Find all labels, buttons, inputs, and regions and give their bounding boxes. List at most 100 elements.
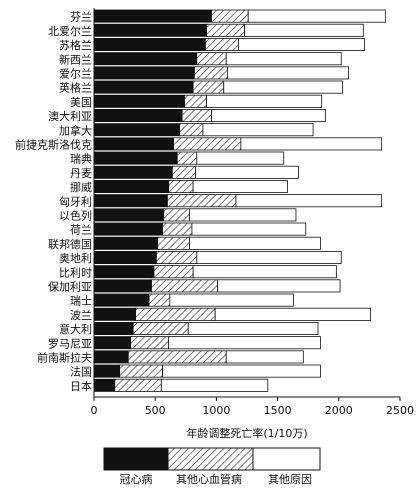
bar-segment-other-causes: [202, 123, 314, 137]
bar-segment-coronary: [93, 165, 173, 179]
bar-segment-coronary: [93, 250, 157, 264]
bar-segment-other-causes: [235, 194, 383, 208]
bar-segment-other-cardiovascular: [132, 321, 189, 335]
bar-segment-other-cardiovascular: [167, 194, 237, 208]
bar-segment-other-cardiovascular: [151, 279, 219, 293]
bar-segment-coronary: [93, 350, 129, 364]
category-label: 匈牙利: [59, 194, 92, 208]
bar-segment-other-cardiovascular: [173, 137, 242, 151]
bar-segment-coronary: [93, 293, 150, 307]
bar-segment-other-cardiovascular: [179, 123, 204, 137]
legend-swatch-other-causes: [252, 447, 321, 471]
x-axis-title: 年龄调整死亡率(1/10万): [186, 426, 307, 440]
bar-segment-other-cardiovascular: [135, 307, 216, 321]
category-label: 美国: [70, 96, 92, 109]
category-label: 前南斯拉夫: [37, 351, 92, 365]
bar-segment-coronary: [93, 336, 132, 350]
bar-segment-other-causes: [168, 336, 321, 350]
bar-segment-other-cardiovascular: [204, 38, 239, 52]
bar-segment-other-causes: [169, 293, 294, 307]
category-label: 丹麦: [70, 167, 92, 180]
category-label: 比利时: [59, 266, 92, 279]
bar-segment-other-cardiovascular: [156, 250, 198, 264]
legend-swatch-other-cardiovascular: [167, 447, 254, 471]
category-label: 日本: [70, 379, 92, 393]
category-label: 加拿大: [59, 123, 92, 137]
bar-segment-other-causes: [247, 9, 386, 23]
bar-segment-coronary: [93, 208, 165, 222]
category-label: 爱尔兰: [59, 68, 92, 81]
bar-segment-other-causes: [206, 94, 323, 108]
bar-segment-other-cardiovascular: [148, 293, 171, 307]
bar-segment-coronary: [93, 66, 195, 80]
x-tick-label: 1500: [264, 404, 292, 417]
bar-segment-coronary: [93, 179, 170, 193]
category-label: 北爱尔兰: [48, 25, 92, 38]
legend-label-coronary: 冠心病: [120, 472, 153, 486]
bar-segment-coronary: [93, 307, 137, 321]
legend-label-other-cardiovascular: 其他心血管病: [176, 472, 242, 486]
bar-segment-other-causes: [225, 350, 304, 364]
bar-segment-other-cardiovascular: [196, 52, 227, 66]
bar-segment-other-cardiovascular: [171, 165, 196, 179]
x-axis: 0 500 1000 1500 2000 2500: [91, 8, 414, 417]
bar-segment-other-cardiovascular: [206, 23, 245, 37]
bar-segment-other-cardiovascular: [130, 336, 170, 350]
bar-segment-other-cardiovascular: [211, 9, 249, 23]
bar-segment-coronary: [93, 38, 206, 52]
bar-segment-other-causes: [187, 321, 319, 335]
category-labels: 芬兰北爱尔兰苏格兰新西兰爱尔兰英格兰美国澳大利亚加拿大前捷克斯洛伐克瑞典丹麦挪威…: [15, 11, 92, 393]
bar-segment-other-cardiovascular: [162, 222, 193, 236]
bar-segment-other-cardiovascular: [168, 179, 194, 193]
category-label: 澳大利亚: [48, 109, 92, 123]
bar-segment-other-causes: [211, 109, 326, 123]
bar-segment-coronary: [93, 265, 155, 279]
bar-segment-other-causes: [160, 378, 269, 392]
x-tick-label: 0: [91, 404, 98, 417]
category-label: 芬兰: [70, 11, 92, 24]
bar-segment-other-cardiovascular: [163, 208, 190, 222]
bar-segment-coronary: [93, 222, 163, 236]
category-label: 意大利: [59, 322, 92, 336]
category-label: 新西兰: [59, 52, 92, 66]
category-label: 奥地利: [59, 251, 92, 265]
category-label: 英格兰: [59, 81, 92, 95]
category-label: 法国: [70, 365, 92, 379]
bar-segment-other-causes: [214, 307, 372, 321]
bar-segment-other-cardiovascular: [184, 94, 208, 108]
category-label: 罗马尼亚: [48, 337, 92, 350]
legend-swatch-coronary: [103, 447, 169, 471]
bar-segment-coronary: [93, 23, 208, 37]
category-label: 联邦德国: [48, 237, 92, 251]
category-label: 瑞典: [70, 152, 92, 166]
bar-segment-other-causes: [244, 23, 364, 37]
bar-segment-coronary: [93, 194, 168, 208]
x-tick-label: 500: [145, 404, 166, 417]
bar-segment-coronary: [93, 109, 183, 123]
bar-segment-coronary: [93, 378, 116, 392]
category-label: 以色列: [59, 209, 92, 223]
bar-segment-coronary: [93, 9, 212, 23]
category-label: 保加利亚: [48, 280, 92, 294]
bar-segment-coronary: [93, 279, 152, 293]
bar-segment-other-cardiovascular: [157, 236, 190, 250]
bar-segment-other-causes: [238, 38, 365, 52]
bar-segment-coronary: [93, 123, 181, 137]
category-label: 苏格兰: [59, 38, 92, 52]
bar-segment-other-cardiovascular: [176, 151, 198, 165]
bar-segment-coronary: [93, 364, 121, 378]
x-tick-label: 1000: [202, 404, 230, 417]
bar-segment-other-causes: [192, 179, 288, 193]
category-label: 波兰: [70, 309, 92, 322]
bar-segment-other-causes: [240, 137, 383, 151]
x-tick-label: 2500: [386, 404, 414, 417]
bar-segment-other-cardiovascular: [192, 80, 225, 94]
bar-segment-other-causes: [196, 250, 342, 264]
bar-segment-other-causes: [192, 265, 337, 279]
bar-segment-coronary: [93, 137, 174, 151]
legend: 冠心病 其他心血管病 其他原因: [103, 447, 321, 486]
bar-segment-other-causes: [189, 236, 321, 250]
bar-segment-other-causes: [225, 52, 342, 66]
